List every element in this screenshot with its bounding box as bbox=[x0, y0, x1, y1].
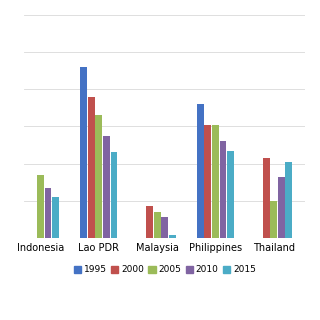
Bar bbox=[146, 206, 153, 238]
Bar bbox=[88, 97, 95, 238]
Bar bbox=[52, 197, 59, 238]
Bar bbox=[227, 150, 234, 238]
Bar bbox=[197, 104, 204, 238]
Bar bbox=[263, 158, 269, 238]
Bar bbox=[80, 67, 87, 238]
Bar bbox=[220, 141, 226, 238]
Bar bbox=[110, 152, 117, 238]
Bar bbox=[45, 188, 52, 238]
Bar bbox=[270, 201, 277, 238]
Bar bbox=[212, 124, 219, 238]
Bar bbox=[161, 217, 168, 238]
Legend: 1995, 2000, 2005, 2010, 2015: 1995, 2000, 2005, 2010, 2015 bbox=[70, 262, 260, 278]
Bar bbox=[204, 124, 211, 238]
Bar bbox=[37, 175, 44, 238]
Bar bbox=[285, 162, 292, 238]
Bar bbox=[278, 177, 285, 238]
Bar bbox=[103, 136, 110, 238]
Bar bbox=[169, 235, 176, 238]
Bar bbox=[95, 115, 102, 238]
Bar bbox=[154, 212, 161, 238]
